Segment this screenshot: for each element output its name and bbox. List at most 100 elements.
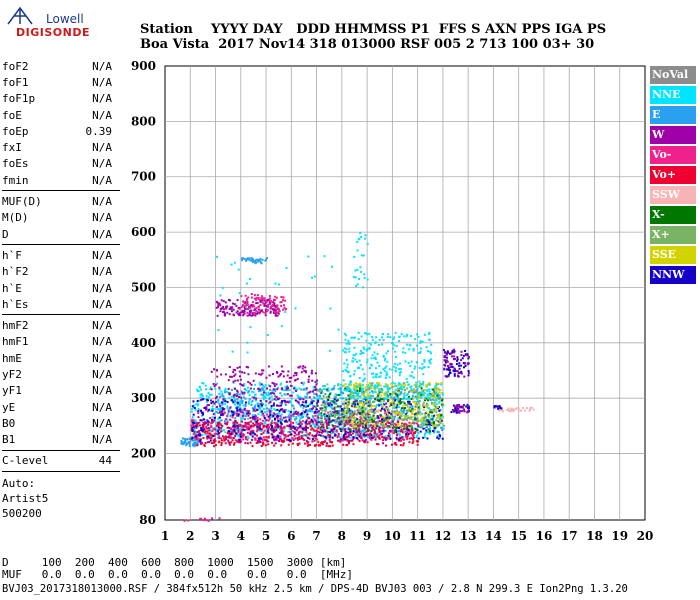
echo-point bbox=[331, 411, 334, 414]
param-name: hmE bbox=[2, 351, 22, 365]
echo-point bbox=[205, 398, 208, 401]
echo-point bbox=[209, 399, 212, 402]
echo-point bbox=[284, 401, 287, 404]
echo-point bbox=[275, 306, 278, 309]
echo-point bbox=[379, 375, 382, 378]
echo-point bbox=[302, 383, 305, 386]
echo-point bbox=[260, 445, 263, 448]
echo-point bbox=[368, 386, 371, 389]
echo-point bbox=[333, 401, 336, 404]
echo-point bbox=[235, 412, 238, 415]
echo-point bbox=[258, 381, 261, 384]
echo-point bbox=[228, 365, 231, 368]
echo-point bbox=[270, 305, 273, 308]
echo-point bbox=[274, 438, 277, 441]
echo-point bbox=[334, 402, 337, 405]
echo-point bbox=[349, 380, 352, 383]
echo-point bbox=[408, 407, 411, 410]
echo-point bbox=[284, 435, 287, 438]
echo-point bbox=[411, 371, 414, 374]
echo-point bbox=[441, 423, 444, 426]
echo-point bbox=[346, 443, 349, 446]
echo-point bbox=[267, 431, 270, 434]
echo-point bbox=[423, 436, 426, 439]
echo-point bbox=[397, 399, 400, 402]
echo-point bbox=[304, 395, 307, 398]
echo-point bbox=[339, 393, 342, 396]
echo-point bbox=[296, 377, 299, 380]
echo-point bbox=[359, 432, 362, 435]
echo-point bbox=[306, 422, 309, 425]
echo-point bbox=[339, 427, 342, 430]
echo-point bbox=[199, 396, 202, 399]
echo-point bbox=[228, 397, 231, 400]
param-row-yf1: yF1 N/A bbox=[2, 383, 120, 399]
echo-point bbox=[404, 427, 407, 430]
echo-point bbox=[356, 409, 359, 412]
echo-point bbox=[259, 388, 262, 391]
echo-point bbox=[444, 351, 447, 354]
echo-point bbox=[210, 422, 213, 425]
echo-point bbox=[362, 254, 365, 257]
echo-point bbox=[333, 409, 336, 412]
echo-point bbox=[259, 304, 262, 307]
echo-point bbox=[358, 382, 361, 385]
echo-point bbox=[273, 436, 276, 439]
echo-point bbox=[251, 390, 254, 393]
echo-point bbox=[218, 416, 221, 419]
x-tick-label: 2 bbox=[186, 529, 194, 543]
echo-point bbox=[321, 397, 324, 400]
echo-point bbox=[432, 421, 435, 424]
echo-point bbox=[253, 297, 256, 300]
echo-point bbox=[359, 429, 362, 432]
echo-point bbox=[451, 366, 454, 369]
echo-point bbox=[366, 434, 369, 437]
echo-point bbox=[340, 428, 343, 431]
echo-point bbox=[249, 420, 252, 423]
echo-point bbox=[256, 311, 259, 314]
echo-point bbox=[338, 423, 341, 426]
echo-point bbox=[493, 406, 496, 409]
param-name: foF2 bbox=[2, 59, 29, 73]
echo-point bbox=[280, 444, 283, 447]
echo-point bbox=[276, 304, 279, 307]
echo-point bbox=[271, 303, 274, 306]
echo-point bbox=[422, 408, 425, 411]
echo-point bbox=[327, 394, 330, 397]
echo-point bbox=[211, 409, 214, 412]
echo-point bbox=[185, 444, 188, 447]
echo-point bbox=[294, 432, 297, 435]
echo-point bbox=[209, 425, 212, 428]
echo-point bbox=[213, 434, 216, 437]
echo-point bbox=[393, 344, 396, 347]
echo-point bbox=[330, 403, 333, 406]
echo-point bbox=[376, 384, 379, 387]
echo-point bbox=[225, 390, 228, 393]
echo-point bbox=[292, 425, 295, 428]
echo-point bbox=[236, 440, 239, 443]
echo-point bbox=[403, 402, 406, 405]
echo-point bbox=[278, 397, 281, 400]
echo-point bbox=[267, 436, 270, 439]
echo-point bbox=[319, 397, 322, 400]
echo-point bbox=[359, 416, 362, 419]
echo-point bbox=[350, 424, 353, 427]
echo-point bbox=[276, 371, 279, 374]
echo-point bbox=[342, 411, 345, 414]
echo-point bbox=[383, 394, 386, 397]
echo-point bbox=[357, 404, 360, 407]
echo-point bbox=[356, 389, 359, 392]
echo-point bbox=[336, 410, 339, 413]
muf-row: MUF 0.0 0.0 0.0 0.0 0.0 0.0 0.0 0.0 [MHz… bbox=[2, 568, 353, 581]
echo-point bbox=[239, 417, 242, 420]
echo-point bbox=[278, 435, 281, 438]
echo-point bbox=[373, 417, 376, 420]
echo-point bbox=[413, 367, 416, 370]
param-group-profile: hmF2 N/A hmF1 N/A hmE N/A yF2 N/A yF1 N/A yE N/A B0 N… bbox=[2, 317, 120, 447]
echo-point bbox=[378, 382, 381, 385]
echo-point bbox=[230, 441, 233, 444]
echo-point bbox=[406, 426, 409, 429]
echo-point bbox=[225, 422, 228, 425]
echo-point bbox=[440, 403, 443, 406]
echo-point bbox=[279, 373, 282, 376]
